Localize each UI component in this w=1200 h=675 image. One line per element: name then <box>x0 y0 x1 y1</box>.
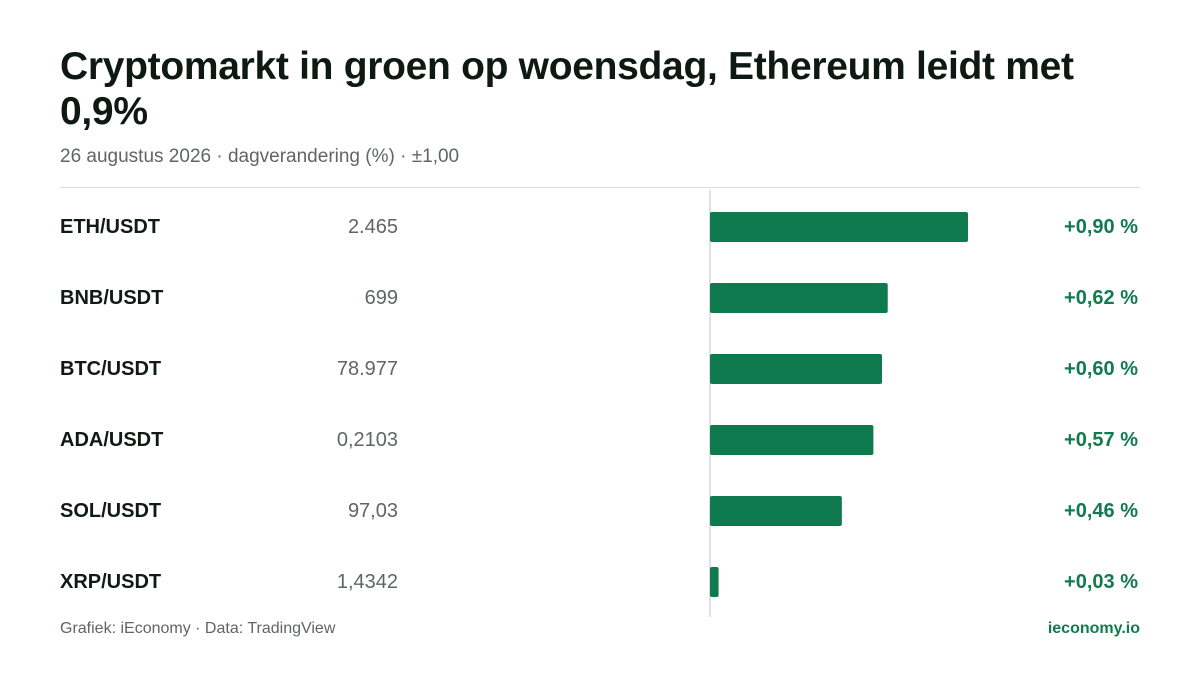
price-label: 0,2103 <box>337 429 398 451</box>
category-label: ADA/USDT <box>60 429 163 451</box>
value-label: +0,57 % <box>1064 429 1138 451</box>
brand-link[interactable]: ieconomy.io <box>1047 620 1140 637</box>
price-label: 2.465 <box>348 216 398 238</box>
value-label: +0,03 % <box>1064 571 1138 593</box>
header-divider <box>60 187 1140 188</box>
bar <box>710 496 842 526</box>
category-label: BNB/USDT <box>60 287 163 309</box>
category-label: XRP/USDT <box>60 571 161 593</box>
bar <box>710 425 874 455</box>
price-label: 78.977 <box>337 358 398 380</box>
bar <box>710 567 719 597</box>
value-label: +0,46 % <box>1064 500 1138 522</box>
category-label: SOL/USDT <box>60 500 161 522</box>
value-label: +0,90 % <box>1064 216 1138 238</box>
price-label: 97,03 <box>348 500 398 522</box>
price-label: 1,4342 <box>337 571 398 593</box>
category-label: BTC/USDT <box>60 358 161 380</box>
chart-title: Cryptomarkt in groen op woensdag, Ethere… <box>60 45 1074 133</box>
bar <box>710 354 882 384</box>
value-label: +0,62 % <box>1064 287 1138 309</box>
category-label: ETH/USDT <box>60 216 160 238</box>
source-credit: Grafiek: iEconomy · Data: TradingView <box>60 620 336 637</box>
value-label: +0,60 % <box>1064 358 1138 380</box>
bar <box>710 283 888 313</box>
chart-subtitle: 26 augustus 2026 · dagverandering (%) · … <box>60 146 460 167</box>
price-label: 699 <box>365 287 398 309</box>
bar <box>710 212 968 242</box>
